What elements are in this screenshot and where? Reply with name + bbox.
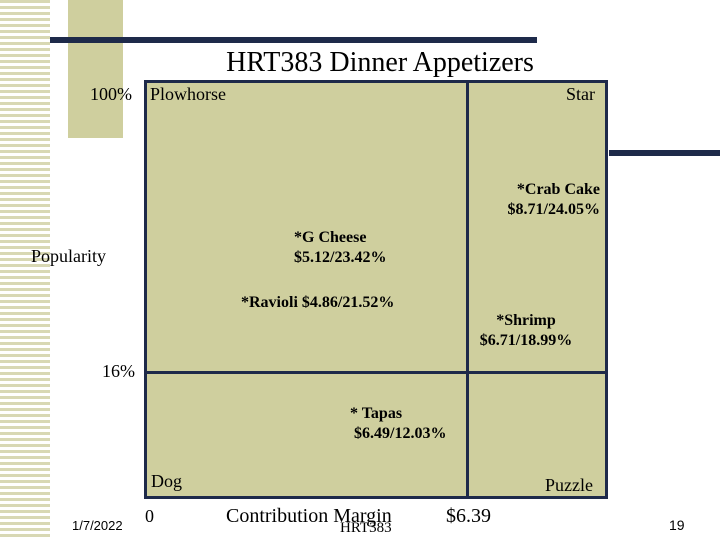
matrix-horizontal-divider bbox=[144, 371, 608, 374]
x-axis-threshold-label: $6.39 bbox=[446, 505, 491, 527]
item-name: *Crab Cake bbox=[516, 181, 600, 198]
side-rule bbox=[609, 150, 720, 156]
menu-item-g-cheese: *G Cheese $5.12/23.42% bbox=[294, 228, 386, 268]
menu-engineering-matrix bbox=[144, 80, 608, 499]
y-axis-threshold-label: 16% bbox=[102, 361, 135, 381]
title-rule bbox=[50, 37, 537, 43]
menu-item-crab-cake: *Crab Cake $8.71/24.05% bbox=[493, 180, 600, 220]
quadrant-label-star: Star bbox=[566, 84, 595, 104]
item-name-metrics: *Ravioli $4.86/21.52% bbox=[241, 294, 395, 311]
menu-item-tapas: * Tapas $6.49/12.03% bbox=[350, 404, 446, 444]
item-metrics: $6.49/12.03% bbox=[354, 425, 447, 442]
item-metrics: $5.12/23.42% bbox=[294, 249, 387, 266]
y-axis-top-label: 100% bbox=[90, 84, 132, 104]
item-name: *Shrimp bbox=[496, 312, 556, 329]
quadrant-label-dog: Dog bbox=[151, 471, 182, 491]
item-metrics: $6.71/18.99% bbox=[479, 332, 573, 349]
quadrant-label-puzzle: Puzzle bbox=[545, 475, 593, 495]
matrix-vertical-divider bbox=[466, 80, 469, 499]
item-metrics: $8.71/24.05% bbox=[507, 201, 600, 218]
quadrant-label-plowhorse: Plowhorse bbox=[150, 84, 226, 104]
footer-course-code: HRT383 bbox=[340, 520, 392, 536]
x-axis-min-label: 0 bbox=[145, 506, 154, 526]
menu-item-ravioli: *Ravioli $4.86/21.52% bbox=[241, 293, 394, 313]
page-number: 19 bbox=[669, 517, 685, 533]
item-name: * Tapas bbox=[350, 405, 403, 422]
item-name: *G Cheese bbox=[294, 229, 367, 246]
footer-date: 1/7/2022 bbox=[72, 518, 123, 533]
decorative-stripe-bar bbox=[0, 0, 50, 540]
menu-item-shrimp: *Shrimp $6.71/18.99% bbox=[474, 311, 578, 351]
slide-title: HRT383 Dinner Appetizers bbox=[226, 47, 534, 78]
x-axis-title: Contribution Margin bbox=[226, 505, 392, 527]
decorative-tan-block bbox=[68, 0, 123, 138]
y-axis-title: Popularity bbox=[31, 246, 106, 266]
